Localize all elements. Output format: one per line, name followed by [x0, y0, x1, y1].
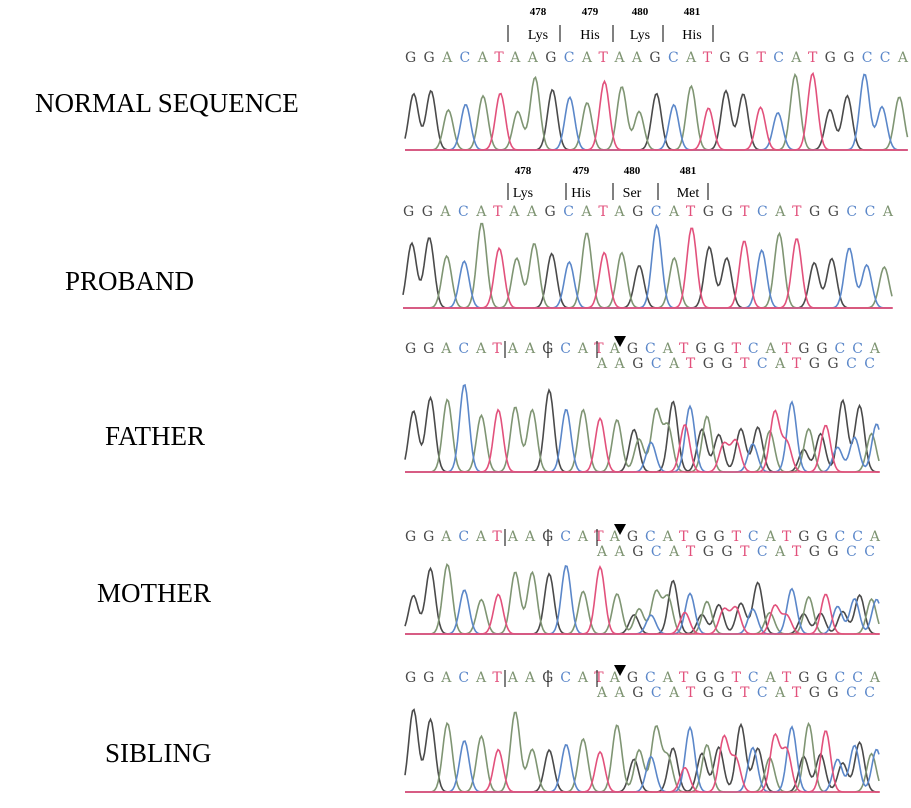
trace [405, 565, 879, 635]
codon-number: 479 [573, 165, 590, 177]
amino-acid: Ser [623, 186, 642, 201]
panel-label: SIBLING [105, 738, 212, 768]
amino-acid: His [580, 28, 599, 43]
codon-number: 480 [632, 6, 649, 18]
codon-number: 478 [515, 165, 532, 177]
panel-label: PROBAND [65, 266, 194, 296]
amino-acid: His [571, 186, 590, 201]
amino-acid: Met [677, 186, 700, 201]
amino-acid: His [682, 28, 701, 43]
codon-number: 479 [582, 6, 599, 18]
trace [405, 566, 879, 634]
trace [405, 710, 879, 792]
panel-label: MOTHER [97, 578, 211, 608]
codon-number: 480 [624, 165, 641, 177]
panel-label: FATHER [105, 421, 205, 451]
amino-acid: Lys [513, 186, 533, 201]
trace [405, 568, 879, 634]
trace [405, 90, 908, 150]
amino-acid: Lys [528, 28, 548, 43]
codon-number: 481 [680, 165, 697, 177]
panel-label: NORMAL SEQUENCE [35, 88, 299, 118]
figure: NORMAL SEQUENCE GGACATAAGCATAAGCATGGTCATG… [0, 0, 911, 808]
codon-number: 481 [684, 6, 701, 18]
trace [405, 713, 879, 793]
codon-number: 478 [530, 6, 547, 18]
amino-acid: Lys [630, 28, 650, 43]
trace [405, 567, 879, 634]
